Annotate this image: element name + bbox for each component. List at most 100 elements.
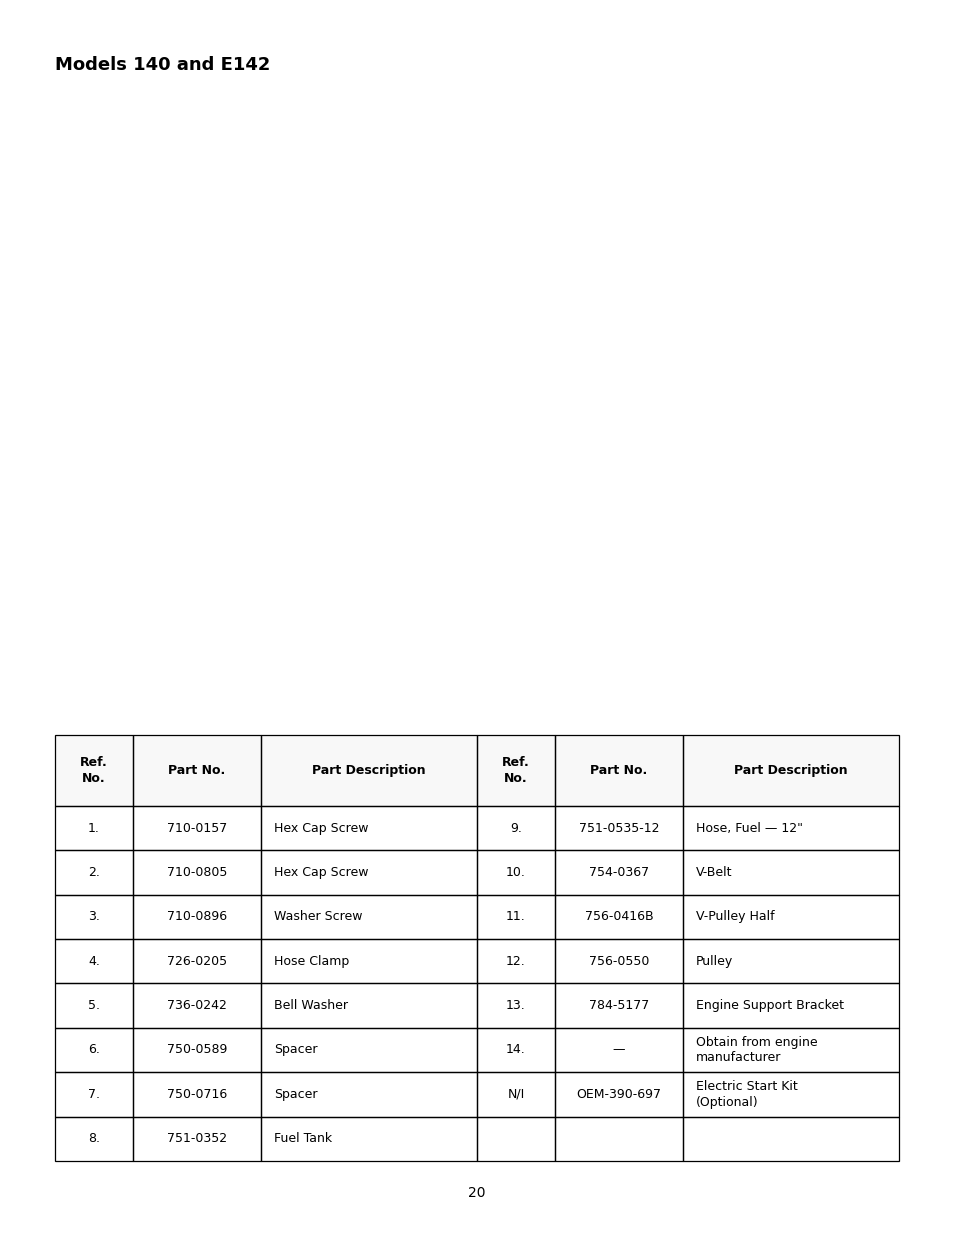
Text: 14.: 14. bbox=[505, 1044, 525, 1056]
Text: 710-0157: 710-0157 bbox=[167, 821, 227, 835]
Text: V-Pulley Half: V-Pulley Half bbox=[695, 910, 774, 924]
Text: 736-0242: 736-0242 bbox=[167, 999, 227, 1011]
Bar bbox=[682, 1028, 898, 1072]
Bar bbox=[682, 1072, 898, 1116]
Bar bbox=[132, 735, 261, 805]
Text: N/I: N/I bbox=[507, 1088, 524, 1100]
Text: 11.: 11. bbox=[505, 910, 525, 924]
Bar bbox=[261, 735, 476, 805]
Text: Spacer: Spacer bbox=[274, 1088, 317, 1100]
Text: 6.: 6. bbox=[88, 1044, 100, 1056]
Bar bbox=[555, 1072, 682, 1116]
Bar bbox=[555, 735, 682, 805]
Text: 8.: 8. bbox=[88, 1132, 100, 1145]
Text: Part Description: Part Description bbox=[312, 763, 425, 777]
Bar bbox=[555, 850, 682, 894]
Bar bbox=[55, 894, 132, 939]
Bar bbox=[55, 983, 132, 1028]
Bar bbox=[132, 1072, 261, 1116]
Bar bbox=[55, 805, 132, 850]
Bar bbox=[132, 894, 261, 939]
Bar bbox=[132, 1116, 261, 1161]
Text: 10.: 10. bbox=[505, 866, 525, 879]
Bar bbox=[55, 735, 132, 805]
Text: 4.: 4. bbox=[88, 955, 100, 968]
Text: 9.: 9. bbox=[510, 821, 521, 835]
Bar bbox=[682, 983, 898, 1028]
Bar bbox=[555, 939, 682, 983]
Bar bbox=[476, 1072, 555, 1116]
Bar bbox=[555, 1116, 682, 1161]
Text: Ref.
No.: Ref. No. bbox=[80, 756, 108, 784]
Bar bbox=[261, 939, 476, 983]
Bar bbox=[261, 735, 476, 805]
Bar bbox=[476, 1028, 555, 1072]
Text: OEM-390-697: OEM-390-697 bbox=[576, 1088, 660, 1100]
Text: 784-5177: 784-5177 bbox=[588, 999, 648, 1011]
Bar bbox=[682, 735, 898, 805]
Bar bbox=[261, 1116, 476, 1161]
Bar bbox=[132, 983, 261, 1028]
Text: Pulley: Pulley bbox=[695, 955, 733, 968]
Text: 756-0550: 756-0550 bbox=[588, 955, 648, 968]
Bar bbox=[682, 1116, 898, 1161]
Text: 750-0716: 750-0716 bbox=[167, 1088, 227, 1100]
Text: Fuel Tank: Fuel Tank bbox=[274, 1132, 332, 1145]
Bar bbox=[476, 894, 555, 939]
Bar bbox=[55, 1116, 132, 1161]
Text: Ref.
No.: Ref. No. bbox=[501, 756, 529, 784]
Text: 751-0352: 751-0352 bbox=[167, 1132, 227, 1145]
Text: Spacer: Spacer bbox=[274, 1044, 317, 1056]
Text: Hose Clamp: Hose Clamp bbox=[274, 955, 349, 968]
Text: 13.: 13. bbox=[505, 999, 525, 1011]
Bar bbox=[261, 850, 476, 894]
Bar bbox=[261, 805, 476, 850]
Bar bbox=[261, 1028, 476, 1072]
Text: 726-0205: 726-0205 bbox=[167, 955, 227, 968]
Bar bbox=[261, 894, 476, 939]
Bar bbox=[476, 850, 555, 894]
Bar bbox=[55, 735, 132, 805]
Bar bbox=[476, 735, 555, 805]
Text: 751-0535-12: 751-0535-12 bbox=[578, 821, 659, 835]
Bar bbox=[476, 983, 555, 1028]
Text: Hex Cap Screw: Hex Cap Screw bbox=[274, 821, 368, 835]
Text: Engine Support Bracket: Engine Support Bracket bbox=[695, 999, 843, 1011]
Text: Models 140 and E142: Models 140 and E142 bbox=[55, 56, 271, 74]
Bar bbox=[476, 805, 555, 850]
Bar bbox=[682, 805, 898, 850]
Text: 1.: 1. bbox=[88, 821, 100, 835]
Bar bbox=[476, 939, 555, 983]
Text: 5.: 5. bbox=[88, 999, 100, 1011]
Text: Part No.: Part No. bbox=[590, 763, 647, 777]
Bar bbox=[132, 1028, 261, 1072]
Text: 750-0589: 750-0589 bbox=[167, 1044, 227, 1056]
Text: 7.: 7. bbox=[88, 1088, 100, 1100]
Bar bbox=[555, 805, 682, 850]
Text: V-Belt: V-Belt bbox=[695, 866, 732, 879]
Bar bbox=[682, 894, 898, 939]
Text: 756-0416B: 756-0416B bbox=[584, 910, 653, 924]
Text: Obtain from engine
manufacturer: Obtain from engine manufacturer bbox=[695, 1036, 817, 1065]
Text: 2.: 2. bbox=[88, 866, 100, 879]
Text: 20: 20 bbox=[468, 1186, 485, 1200]
Bar bbox=[55, 1028, 132, 1072]
Bar bbox=[55, 850, 132, 894]
Text: Hose, Fuel — 12": Hose, Fuel — 12" bbox=[695, 821, 802, 835]
Bar bbox=[261, 1072, 476, 1116]
Text: Part No.: Part No. bbox=[168, 763, 225, 777]
Text: Bell Washer: Bell Washer bbox=[274, 999, 348, 1011]
Bar bbox=[132, 735, 261, 805]
Bar bbox=[682, 735, 898, 805]
Bar bbox=[55, 1072, 132, 1116]
Text: Washer Screw: Washer Screw bbox=[274, 910, 362, 924]
Bar bbox=[132, 805, 261, 850]
Text: —: — bbox=[612, 1044, 624, 1056]
Bar bbox=[476, 735, 555, 805]
Bar bbox=[555, 735, 682, 805]
Text: 12.: 12. bbox=[505, 955, 525, 968]
Bar bbox=[682, 939, 898, 983]
Text: Hex Cap Screw: Hex Cap Screw bbox=[274, 866, 368, 879]
Bar bbox=[476, 1116, 555, 1161]
Text: 710-0805: 710-0805 bbox=[167, 866, 227, 879]
